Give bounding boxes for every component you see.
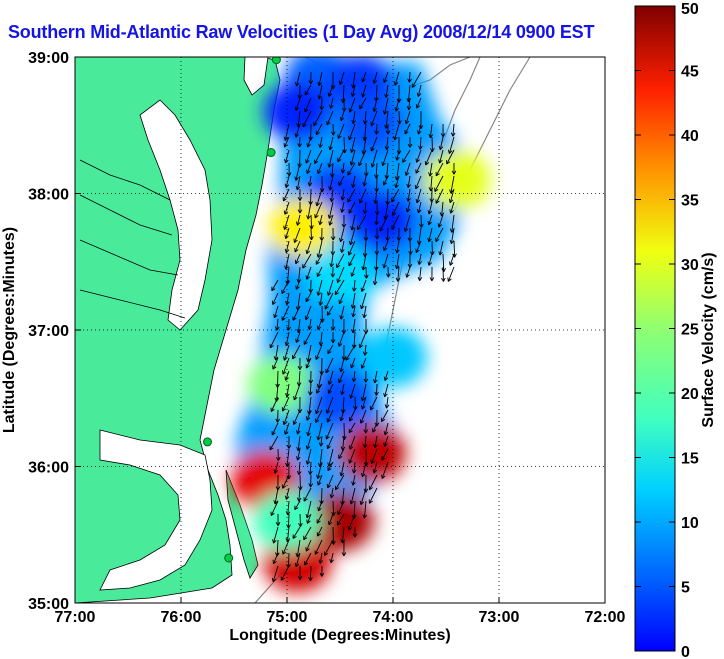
speed-cell-10 [295,300,364,360]
y-axis-ticks: 35:00 36:00 37:00 38:00 39:00 [28,50,81,613]
speed-cell-7 [348,190,417,251]
station-marker-2 [203,437,212,447]
y-tick-label-1: 36:00 [28,460,69,477]
y-tick-label-4: 39:00 [28,50,69,67]
bay-water [139,99,213,331]
y-tick-label-2: 37:00 [28,323,69,340]
sound-water [99,429,213,591]
station-marker-1 [266,148,276,158]
x-tick-label-3: 74:00 [373,609,414,626]
x-tick-label-2: 75:00 [267,609,308,626]
x-tick-label-0: 77:00 [55,609,96,626]
station-marker-3 [224,553,234,563]
x-axis-label: Longitude (Degrees:Minutes) [229,627,450,644]
y-tick-label-3: 38:00 [28,187,69,204]
station-marker-0 [271,57,281,65]
y-axis-label: Latitude (Degrees:Minutes) [1,227,18,433]
x-tick-label-4: 73:00 [479,609,520,626]
velocity-arrows [269,71,457,583]
y-tick-label-0: 35:00 [28,596,69,613]
x-tick-label-1: 76:00 [161,609,202,626]
grid-lines [75,57,605,603]
x-tick-label-5: 72:00 [585,609,626,626]
speed-cell-12 [247,354,316,415]
speed-cell-2 [263,81,332,142]
speed-cell-14 [337,422,406,483]
speed-cell-5 [422,149,491,210]
radar-stations [203,57,281,563]
x-axis-ticks: 77:00 76:00 75:00 74:00 73:00 72:00 [55,597,626,626]
speed-cell-13 [306,368,374,429]
chart-title: Southern Mid-Atlantic Raw Velocities (1 … [8,22,595,42]
